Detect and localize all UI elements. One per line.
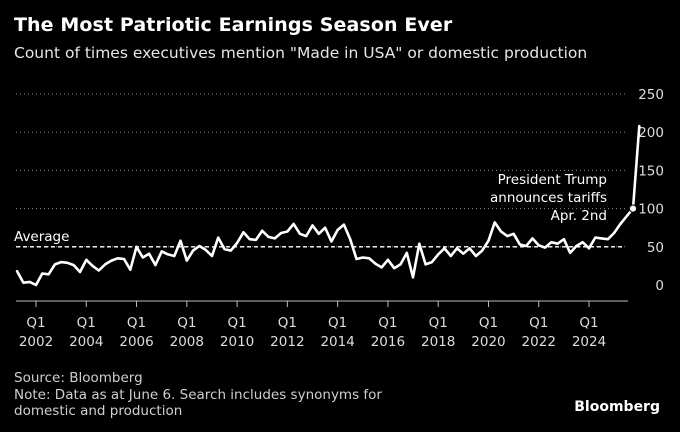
chart-subtitle: Count of times executives mention "Made … <box>14 44 588 62</box>
x-tick-label: 2004 <box>69 334 103 350</box>
x-tick-label: 2008 <box>170 334 204 350</box>
annotation-text: Apr. 2nd <box>551 208 607 224</box>
x-tick-label: 2002 <box>19 334 53 350</box>
y-tick-label: 50 <box>647 240 664 256</box>
series-group <box>15 124 641 287</box>
x-tick-label: 2018 <box>421 334 455 350</box>
reference-line-group: Average <box>14 229 624 248</box>
x-tick-label: 2022 <box>522 334 556 350</box>
x-tick-quarter: Q1 <box>429 315 448 331</box>
x-tick-quarter: Q1 <box>328 315 347 331</box>
x-tick-quarter: Q1 <box>529 315 548 331</box>
x-tick-label: 2010 <box>220 334 254 350</box>
x-tick-quarter: Q1 <box>177 315 196 331</box>
x-tick-quarter: Q1 <box>378 315 397 331</box>
gridlines <box>16 93 628 302</box>
y-tick-label: 0 <box>655 278 664 294</box>
annotation-marker <box>628 204 638 213</box>
x-tick-quarter: Q1 <box>127 315 146 331</box>
x-tick-quarter: Q1 <box>227 315 246 331</box>
line-chart: 0 50 100 150 200 250 Q1 2002 Q1 2004 Q1 2006 Q1 2008… <box>14 87 664 350</box>
x-tick-quarter: Q1 <box>26 315 45 331</box>
y-axis: 0 50 100 150 200 250 <box>638 87 664 294</box>
y-tick-label: 150 <box>638 163 664 179</box>
x-tick-label: 2006 <box>119 334 153 350</box>
annotation-group: President Trump announces tariffs Apr. 2nd <box>490 172 638 224</box>
average-label: Average <box>14 229 69 245</box>
chart-footer: Source: Bloomberg Note: Data as at June … <box>14 370 434 420</box>
x-tick-quarter: Q1 <box>479 315 498 331</box>
y-tick-label: 100 <box>638 202 664 218</box>
annotation-text: President Trump <box>498 172 607 188</box>
x-tick-quarter: Q1 <box>579 315 598 331</box>
source-text: Source: Bloomberg <box>14 370 143 386</box>
series-line-mentions <box>15 124 641 287</box>
y-tick-label: 250 <box>638 87 664 103</box>
x-tick-quarter: Q1 <box>278 315 297 331</box>
y-tick-label: 200 <box>638 125 664 141</box>
x-tick-label: 2016 <box>371 334 405 350</box>
x-tick-quarter: Q1 <box>77 315 96 331</box>
bloomberg-logo: Bloomberg <box>574 399 660 415</box>
x-tick-label: 2012 <box>270 334 304 350</box>
chart-title: The Most Patriotic Earnings Season Ever <box>14 14 453 36</box>
annotation-text: announces tariffs <box>490 190 607 206</box>
x-tick-label: 2020 <box>471 334 505 350</box>
x-axis: Q1 2002 Q1 2004 Q1 2006 Q1 2008 Q1 2010 Q1 2012 Q1 20… <box>19 301 606 350</box>
x-tick-label: 2024 <box>572 334 606 350</box>
note-text: Note: Data as at June 6. Search includes… <box>14 386 382 420</box>
x-tick-label: 2014 <box>320 334 354 350</box>
